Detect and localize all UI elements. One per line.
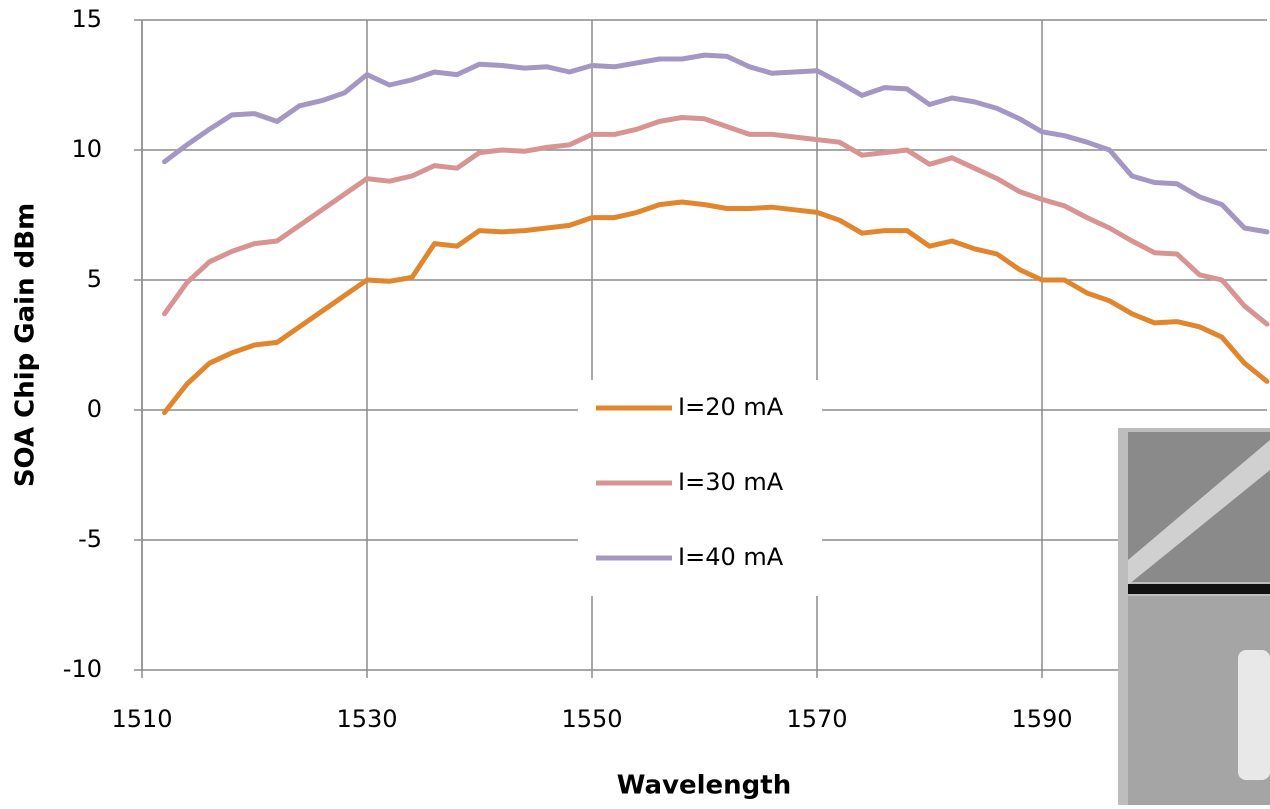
y-tick-label: 5: [87, 265, 102, 293]
y-tick-label: 10: [71, 135, 102, 163]
legend-label: I=40 mA: [678, 543, 784, 571]
photo-ridge: [1128, 440, 1270, 585]
x-axis-title: Wavelength: [617, 771, 791, 801]
x-tick-label: 1530: [336, 705, 397, 733]
series-line: [162, 115, 1270, 327]
y-tick-label: 15: [71, 5, 102, 33]
legend-label: I=20 mA: [678, 393, 784, 421]
x-tick-label: 1510: [111, 705, 172, 733]
y-tick-label: -5: [78, 525, 102, 553]
legend-label: I=30 mA: [678, 468, 784, 496]
y-tick-label: -10: [63, 655, 102, 683]
grid: -10 -5 0 5 10 15 1510 1530 1550 1570 1590: [63, 5, 1267, 733]
x-tick-label: 1570: [786, 705, 847, 733]
photo-chip: [1238, 650, 1270, 780]
inset-photo: [1118, 428, 1270, 805]
plot-lines: [162, 52, 1270, 416]
series-line: [162, 199, 1270, 416]
x-tick-label: 1590: [1011, 705, 1072, 733]
photo-scalebar: [1128, 584, 1270, 594]
y-axis-title: SOA Chip Gain dBm: [11, 203, 41, 487]
legend: I=20 mA I=30 mA I=40 mA: [578, 380, 822, 596]
y-tick-label: 0: [87, 395, 102, 423]
series-line: [162, 52, 1270, 235]
x-tick-label: 1550: [561, 705, 622, 733]
